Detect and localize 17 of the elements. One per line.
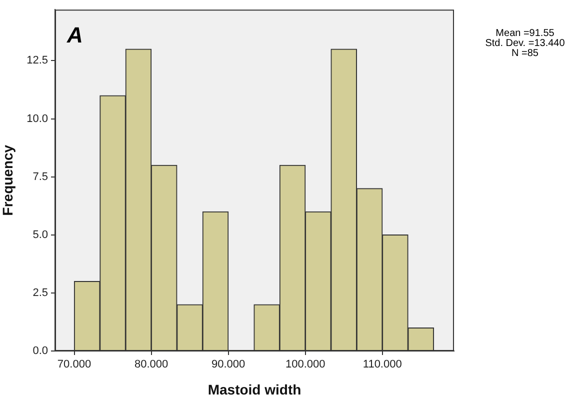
y-tick-label: 5.0 xyxy=(32,228,48,241)
y-axis-title: Frequency xyxy=(0,144,16,216)
y-tick-label: 0.0 xyxy=(32,345,48,358)
y-tick-label: 7.5 xyxy=(32,170,48,183)
text: Mean =91.55 xyxy=(496,28,555,39)
x-tick-label: 100.000 xyxy=(285,358,326,371)
text: N =85 xyxy=(512,48,539,59)
x-axis-title: Mastoid width xyxy=(208,381,302,398)
y-tick-label: 2.5 xyxy=(32,286,48,299)
x-tick-label: 110.000 xyxy=(362,358,402,371)
y-tick-label: 10.0 xyxy=(26,112,48,125)
x-tick-label: 70.000 xyxy=(57,358,92,371)
annotation: A xyxy=(66,22,83,48)
text: Std. Dev. =13.440 xyxy=(485,38,566,49)
x-tick-label: 90.000 xyxy=(211,358,246,371)
x-tick-label: 80.000 xyxy=(134,358,168,371)
y-tick-label: 12.5 xyxy=(26,54,48,67)
